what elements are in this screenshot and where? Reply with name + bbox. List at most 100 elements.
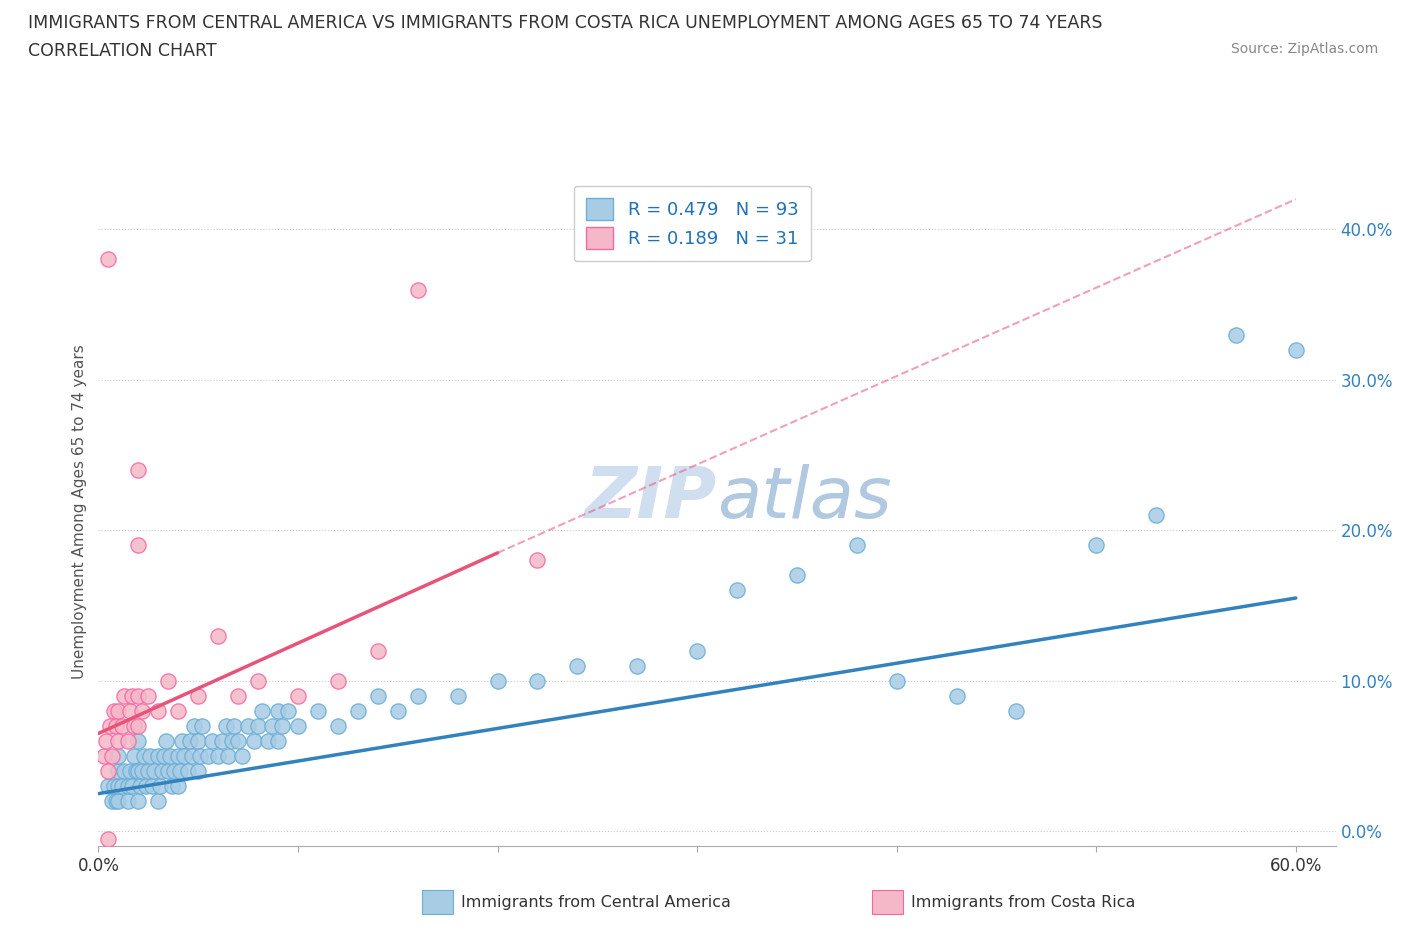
Point xyxy=(215,719,238,734)
Point xyxy=(247,719,270,734)
Point xyxy=(257,734,280,749)
Point xyxy=(136,688,159,703)
Point xyxy=(127,734,149,749)
Point xyxy=(167,703,190,718)
Point xyxy=(134,749,156,764)
Point xyxy=(163,764,186,778)
Point xyxy=(97,252,120,267)
Point xyxy=(188,749,211,764)
Point xyxy=(567,658,589,673)
Point xyxy=(100,719,122,734)
Point xyxy=(247,673,270,688)
Point xyxy=(107,764,129,778)
Point xyxy=(127,463,149,478)
Point xyxy=(117,734,139,749)
Point xyxy=(97,778,120,793)
Text: Immigrants from Central America: Immigrants from Central America xyxy=(461,895,731,910)
Point xyxy=(217,749,239,764)
Point xyxy=(406,688,429,703)
Point xyxy=(367,644,389,658)
Point xyxy=(107,793,129,808)
Text: Source: ZipAtlas.com: Source: ZipAtlas.com xyxy=(1230,42,1378,56)
Point xyxy=(1085,538,1108,552)
Point xyxy=(191,719,214,734)
Point xyxy=(167,749,190,764)
Text: IMMIGRANTS FROM CENTRAL AMERICA VS IMMIGRANTS FROM COSTA RICA UNEMPLOYMENT AMONG: IMMIGRANTS FROM CENTRAL AMERICA VS IMMIG… xyxy=(28,14,1102,32)
Point xyxy=(124,719,146,734)
Point xyxy=(111,719,134,734)
Point xyxy=(173,749,195,764)
Point xyxy=(845,538,868,552)
Point xyxy=(626,658,648,673)
Point xyxy=(127,538,149,552)
Point xyxy=(526,553,548,568)
Point xyxy=(260,719,283,734)
Point xyxy=(177,764,200,778)
Point xyxy=(1225,327,1247,342)
Point xyxy=(287,719,309,734)
Y-axis label: Unemployment Among Ages 65 to 74 years: Unemployment Among Ages 65 to 74 years xyxy=(72,344,87,679)
Point xyxy=(267,734,290,749)
Point xyxy=(179,734,201,749)
Point xyxy=(187,764,209,778)
Point xyxy=(101,749,124,764)
Point xyxy=(148,749,170,764)
Point xyxy=(243,734,266,749)
Text: ZIP: ZIP xyxy=(585,464,717,533)
Point xyxy=(250,703,273,718)
Point xyxy=(725,583,748,598)
Point xyxy=(153,749,176,764)
Point xyxy=(172,734,194,749)
Point xyxy=(287,688,309,703)
Point xyxy=(183,719,205,734)
Point xyxy=(201,734,224,749)
Point xyxy=(155,734,177,749)
Point xyxy=(1285,342,1308,357)
Point xyxy=(103,778,125,793)
Point xyxy=(187,688,209,703)
Point xyxy=(277,703,299,718)
Point xyxy=(406,282,429,297)
Point xyxy=(149,778,172,793)
Point xyxy=(786,568,808,583)
Point xyxy=(236,719,259,734)
Point xyxy=(121,688,143,703)
Point xyxy=(326,719,349,734)
Point xyxy=(159,749,181,764)
Point xyxy=(107,734,129,749)
Point xyxy=(169,764,191,778)
Point xyxy=(93,749,115,764)
Point xyxy=(139,749,162,764)
Point xyxy=(207,749,229,764)
Point xyxy=(112,764,135,778)
Point xyxy=(131,764,153,778)
Point xyxy=(117,778,139,793)
Point xyxy=(103,703,125,718)
Point xyxy=(945,688,967,703)
Point xyxy=(127,688,149,703)
Point xyxy=(157,764,180,778)
Point xyxy=(367,688,389,703)
Point xyxy=(267,703,290,718)
Point xyxy=(120,764,142,778)
Text: Immigrants from Costa Rica: Immigrants from Costa Rica xyxy=(911,895,1136,910)
Point xyxy=(127,793,149,808)
Point xyxy=(107,749,129,764)
Point xyxy=(326,673,349,688)
Point xyxy=(96,734,118,749)
Point xyxy=(105,719,128,734)
Point xyxy=(150,764,173,778)
Point xyxy=(526,673,548,688)
Point xyxy=(97,764,120,778)
Point xyxy=(211,734,233,749)
Point xyxy=(101,793,124,808)
Point xyxy=(686,644,709,658)
Point xyxy=(127,764,149,778)
Point xyxy=(271,719,294,734)
Point xyxy=(121,778,143,793)
Point xyxy=(136,764,159,778)
Point xyxy=(224,719,246,734)
Point xyxy=(135,778,157,793)
Point xyxy=(157,673,180,688)
Point xyxy=(221,734,243,749)
